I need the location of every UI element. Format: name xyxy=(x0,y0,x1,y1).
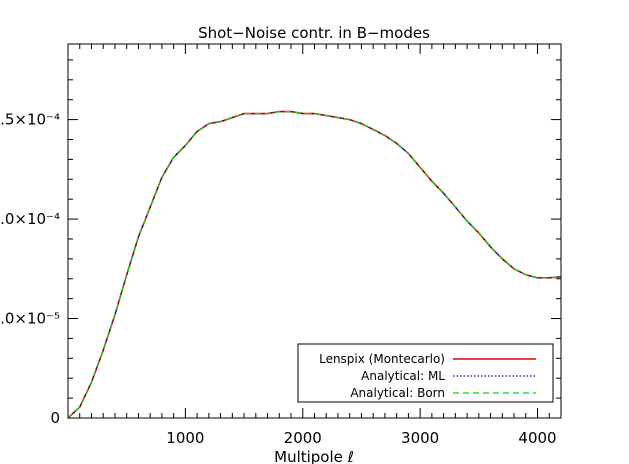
legend: Lenspix (Montecarlo) Analytical: ML Analyt… xyxy=(297,343,554,403)
y-tick-label: 0 xyxy=(50,409,60,427)
x-tick-label: 4000 xyxy=(518,429,556,447)
x-tick-label: 1000 xyxy=(166,429,204,447)
series-line-2 xyxy=(67,110,562,419)
x-tick-label: 3000 xyxy=(401,429,439,447)
axis-tick-labels: 1000 2000 3000 4000 0 5.0×10⁻⁵ 1.0×10⁻⁴ 1.5×10⁻… xyxy=(0,111,557,447)
legend-label: Analytical: Born xyxy=(350,386,445,400)
legend-label: Lenspix (Montecarlo) xyxy=(319,352,445,366)
chart-title: Shot−Noise contr. in B−modes xyxy=(198,24,430,42)
x-tick-label: 2000 xyxy=(284,429,322,447)
y-tick-label: 1.0×10⁻⁴ xyxy=(0,210,60,228)
series-line-3 xyxy=(67,110,562,419)
axis-ticks xyxy=(68,44,561,418)
plot-lines xyxy=(67,110,562,419)
x-axis-label: Multipole ℓ xyxy=(274,448,354,464)
legend-box xyxy=(297,343,554,403)
legend-label: Analytical: ML xyxy=(361,369,445,383)
y-tick-label: 1.5×10⁻⁴ xyxy=(0,111,60,129)
y-tick-label: 5.0×10⁻⁵ xyxy=(0,310,60,328)
